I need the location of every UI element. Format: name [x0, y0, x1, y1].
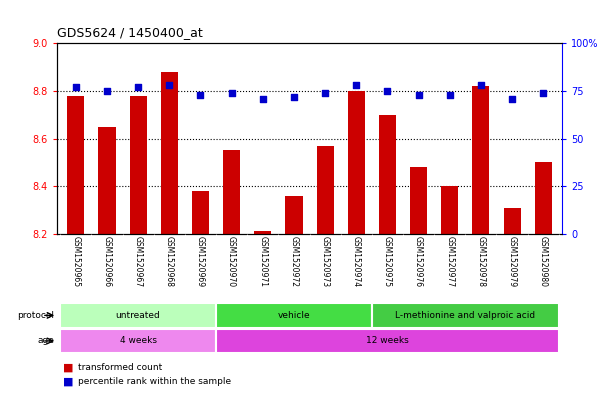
Text: GSM1520969: GSM1520969 — [196, 236, 205, 287]
Text: percentile rank within the sample: percentile rank within the sample — [78, 377, 231, 386]
Bar — [130, 95, 147, 234]
Bar — [60, 303, 216, 328]
Point — [71, 84, 81, 90]
Bar — [223, 151, 240, 234]
Text: GSM1520976: GSM1520976 — [414, 236, 423, 287]
Bar — [285, 196, 302, 234]
Point — [258, 95, 267, 102]
Bar — [504, 208, 520, 234]
Bar — [410, 167, 427, 234]
Text: GDS5624 / 1450400_at: GDS5624 / 1450400_at — [57, 26, 203, 39]
Point — [133, 84, 143, 90]
Point — [383, 88, 392, 94]
Text: untreated: untreated — [116, 311, 160, 320]
Text: protocol: protocol — [17, 311, 54, 320]
Text: GSM1520978: GSM1520978 — [477, 236, 486, 287]
Text: GSM1520979: GSM1520979 — [508, 236, 517, 287]
Bar — [192, 191, 209, 234]
Point — [320, 90, 330, 96]
Text: age: age — [37, 336, 54, 345]
Bar — [67, 95, 84, 234]
Point — [507, 95, 517, 102]
Point — [102, 88, 112, 94]
Bar — [372, 303, 559, 328]
Point — [445, 92, 454, 98]
Text: ■: ■ — [63, 376, 73, 386]
Text: GSM1520967: GSM1520967 — [133, 236, 142, 287]
Point — [227, 90, 236, 96]
Text: ■: ■ — [63, 362, 73, 373]
Bar — [379, 115, 396, 234]
Text: GSM1520972: GSM1520972 — [290, 236, 299, 287]
Text: GSM1520980: GSM1520980 — [538, 236, 548, 287]
Bar — [216, 329, 559, 353]
Text: GSM1520965: GSM1520965 — [72, 236, 81, 287]
Text: GSM1520977: GSM1520977 — [445, 236, 454, 287]
Bar — [317, 146, 334, 234]
Point — [538, 90, 548, 96]
Point — [352, 82, 361, 88]
Bar — [216, 303, 372, 328]
Bar — [441, 186, 459, 234]
Text: GSM1520973: GSM1520973 — [320, 236, 329, 287]
Bar — [535, 162, 552, 234]
Point — [413, 92, 423, 98]
Bar — [472, 86, 489, 234]
Text: transformed count: transformed count — [78, 363, 162, 372]
Bar — [99, 127, 115, 234]
Bar — [60, 329, 216, 353]
Bar — [254, 231, 271, 234]
Text: L-methionine and valproic acid: L-methionine and valproic acid — [395, 311, 535, 320]
Text: 12 weeks: 12 weeks — [366, 336, 409, 345]
Point — [289, 94, 299, 100]
Text: 4 weeks: 4 weeks — [120, 336, 157, 345]
Text: vehicle: vehicle — [278, 311, 310, 320]
Text: GSM1520971: GSM1520971 — [258, 236, 267, 287]
Text: GSM1520968: GSM1520968 — [165, 236, 174, 287]
Text: GSM1520974: GSM1520974 — [352, 236, 361, 287]
Point — [476, 82, 486, 88]
Text: GSM1520970: GSM1520970 — [227, 236, 236, 287]
Text: GSM1520975: GSM1520975 — [383, 236, 392, 287]
Point — [165, 82, 174, 88]
Point — [196, 92, 206, 98]
Bar — [348, 91, 365, 234]
Text: GSM1520966: GSM1520966 — [102, 236, 111, 287]
Bar — [160, 72, 178, 234]
